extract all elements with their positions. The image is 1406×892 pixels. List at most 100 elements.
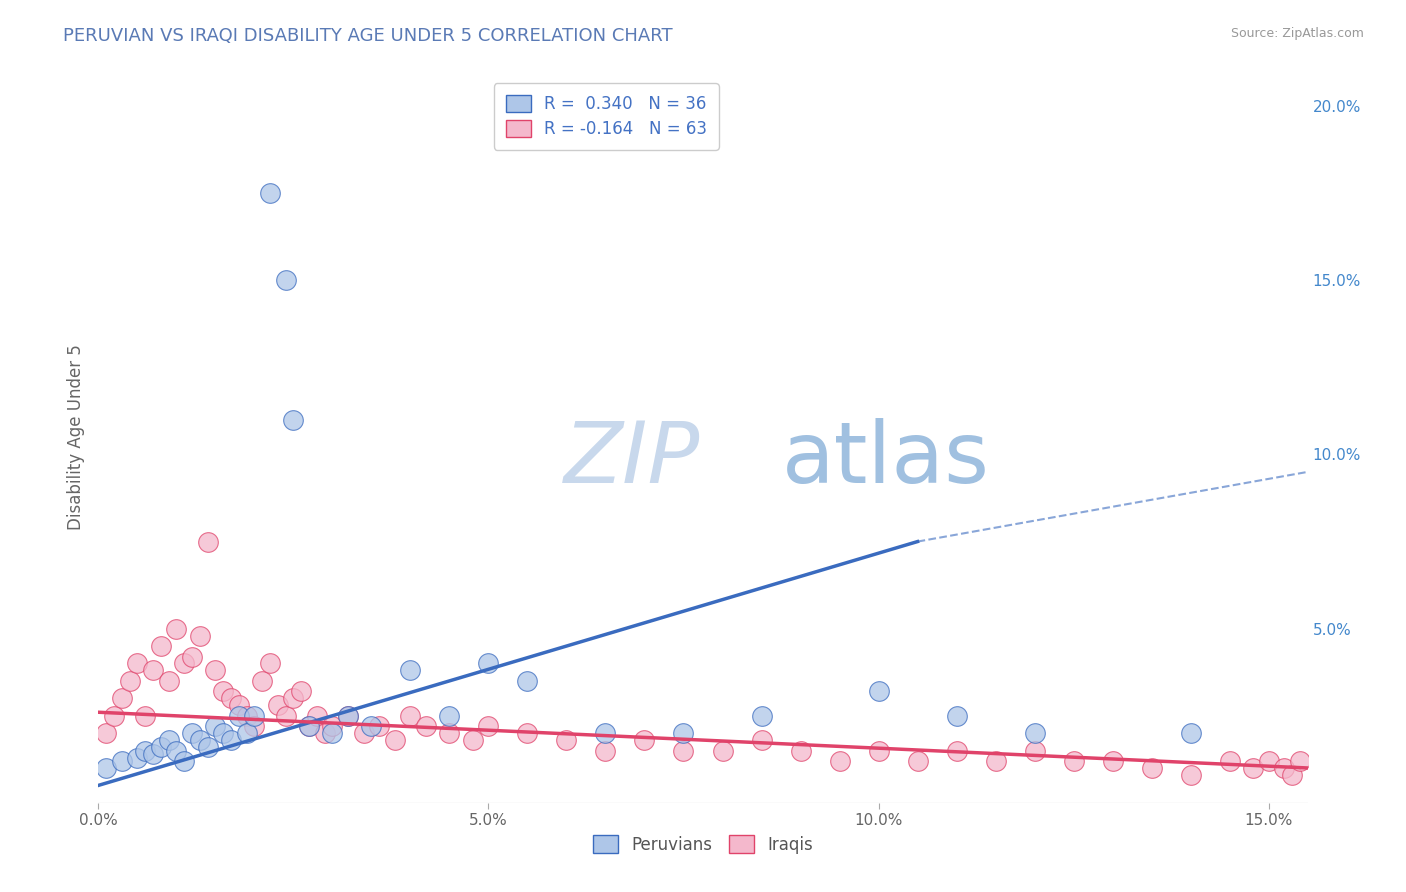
Point	[1281, 768, 1303, 782]
Point	[945, 708, 967, 723]
Point	[1257, 754, 1279, 768]
Point	[595, 726, 617, 740]
Point	[384, 733, 406, 747]
Text: Source: ZipAtlas.com: Source: ZipAtlas.com	[1230, 27, 1364, 40]
Point	[173, 657, 195, 671]
Point	[907, 754, 929, 768]
Point	[477, 657, 499, 671]
Point	[283, 412, 305, 426]
Point	[337, 708, 360, 723]
Point	[321, 726, 343, 740]
Point	[751, 708, 773, 723]
Point	[188, 629, 211, 643]
Point	[868, 684, 890, 698]
Point	[197, 534, 219, 549]
Point	[228, 708, 250, 723]
Point	[204, 719, 226, 733]
Point	[751, 733, 773, 747]
Point	[1024, 726, 1046, 740]
Point	[111, 754, 134, 768]
Point	[219, 733, 242, 747]
Point	[516, 726, 538, 740]
Point	[353, 726, 375, 740]
Point	[1288, 754, 1310, 768]
Text: PERUVIAN VS IRAQI DISABILITY AGE UNDER 5 CORRELATION CHART: PERUVIAN VS IRAQI DISABILITY AGE UNDER 5…	[63, 27, 673, 45]
Point	[595, 743, 617, 757]
Point	[516, 673, 538, 688]
Point	[1063, 754, 1085, 768]
Point	[1140, 761, 1163, 775]
Point	[142, 747, 165, 761]
Point	[204, 664, 226, 678]
Point	[789, 743, 811, 757]
Point	[165, 622, 187, 636]
Point	[228, 698, 250, 713]
Text: atlas: atlas	[782, 417, 990, 500]
Point	[1101, 754, 1123, 768]
Point	[96, 726, 118, 740]
Point	[633, 733, 655, 747]
Point	[439, 708, 461, 723]
Point	[127, 750, 149, 764]
Point	[274, 708, 297, 723]
Point	[314, 726, 336, 740]
Point	[96, 761, 118, 775]
Point	[235, 726, 257, 740]
Point	[134, 708, 156, 723]
Point	[868, 743, 890, 757]
Point	[103, 708, 125, 723]
Point	[212, 684, 235, 698]
Point	[399, 664, 422, 678]
Point	[157, 733, 180, 747]
Point	[477, 719, 499, 733]
Point	[298, 719, 321, 733]
Point	[321, 719, 343, 733]
Point	[188, 733, 211, 747]
Point	[149, 639, 172, 653]
Point	[290, 684, 312, 698]
Point	[945, 743, 967, 757]
Point	[165, 743, 187, 757]
Point	[984, 754, 1007, 768]
Point	[283, 691, 305, 706]
Point	[360, 719, 382, 733]
Point	[672, 726, 695, 740]
Point	[711, 743, 734, 757]
Point	[134, 743, 156, 757]
Point	[337, 708, 360, 723]
Legend: Peruvians, Iraqis: Peruvians, Iraqis	[586, 829, 820, 860]
Point	[235, 708, 257, 723]
Point	[267, 698, 290, 713]
Point	[298, 719, 321, 733]
Point	[149, 740, 172, 755]
Point	[181, 726, 204, 740]
Point	[259, 186, 281, 201]
Point	[1272, 761, 1295, 775]
Point	[142, 664, 165, 678]
Point	[1180, 768, 1202, 782]
Point	[243, 719, 266, 733]
Point	[1241, 761, 1264, 775]
Point	[173, 754, 195, 768]
Point	[252, 673, 274, 688]
Point	[305, 708, 328, 723]
Point	[1180, 726, 1202, 740]
Point	[1024, 743, 1046, 757]
Point	[118, 673, 141, 688]
Point	[828, 754, 851, 768]
Y-axis label: Disability Age Under 5: Disability Age Under 5	[66, 344, 84, 530]
Text: ZIP: ZIP	[564, 417, 700, 500]
Point	[555, 733, 578, 747]
Point	[399, 708, 422, 723]
Point	[368, 719, 391, 733]
Point	[127, 657, 149, 671]
Point	[415, 719, 437, 733]
Point	[181, 649, 204, 664]
Point	[461, 733, 484, 747]
Point	[157, 673, 180, 688]
Point	[672, 743, 695, 757]
Point	[243, 708, 266, 723]
Point	[197, 740, 219, 755]
Point	[212, 726, 235, 740]
Point	[1219, 754, 1241, 768]
